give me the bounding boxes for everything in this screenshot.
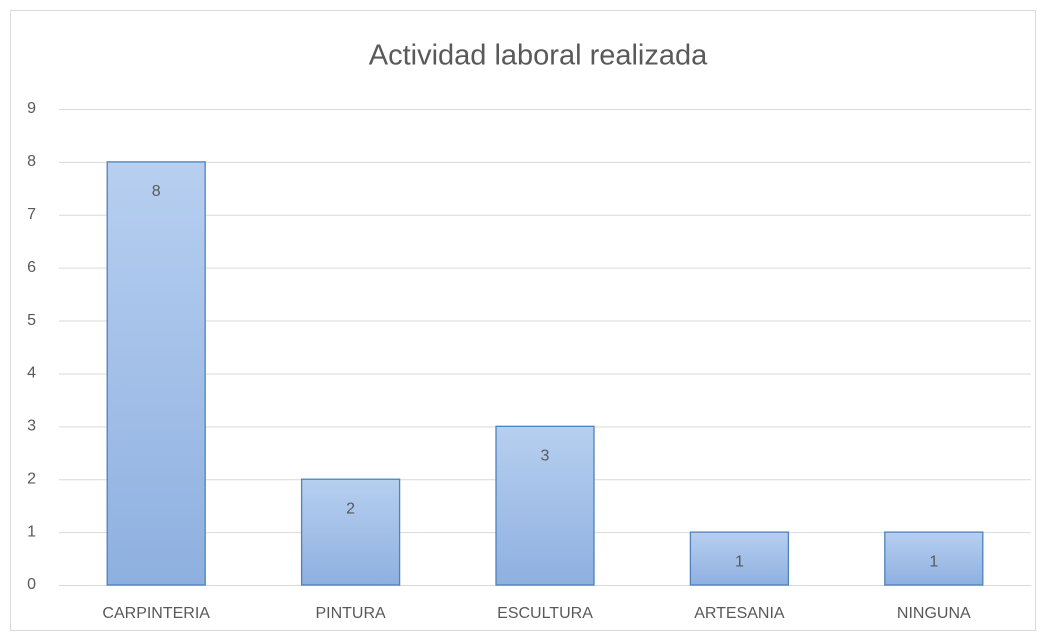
y-tick-label: 9	[27, 100, 36, 117]
data-label: 2	[346, 500, 355, 517]
y-tick-label: 8	[27, 153, 36, 170]
y-tick-label: 1	[27, 523, 36, 540]
bar	[106, 161, 206, 586]
bar	[884, 531, 984, 586]
x-tick-label: NINGUNA	[897, 605, 971, 622]
y-tick-label: 5	[27, 312, 36, 329]
y-tick-label: 0	[27, 576, 36, 593]
y-tick-label: 4	[27, 365, 36, 382]
bar	[689, 531, 790, 586]
data-label: 8	[152, 183, 161, 200]
data-label: 3	[541, 448, 550, 465]
y-tick-label: 6	[27, 259, 36, 276]
data-label: 1	[929, 553, 938, 570]
bar	[495, 425, 595, 586]
x-tick-label: CARPINTERIA	[102, 605, 210, 622]
y-tick-label: 7	[27, 206, 36, 223]
y-tick-label: 3	[27, 418, 36, 435]
bar	[300, 478, 401, 586]
x-tick-label: PINTURA	[315, 605, 386, 622]
chart-title: Actividad laboral realizada	[369, 40, 708, 72]
y-tick-label: 2	[27, 470, 36, 487]
x-tick-label: ESCULTURA	[497, 605, 593, 622]
x-tick-label: ARTESANIA	[694, 605, 785, 622]
data-label: 1	[735, 553, 744, 570]
